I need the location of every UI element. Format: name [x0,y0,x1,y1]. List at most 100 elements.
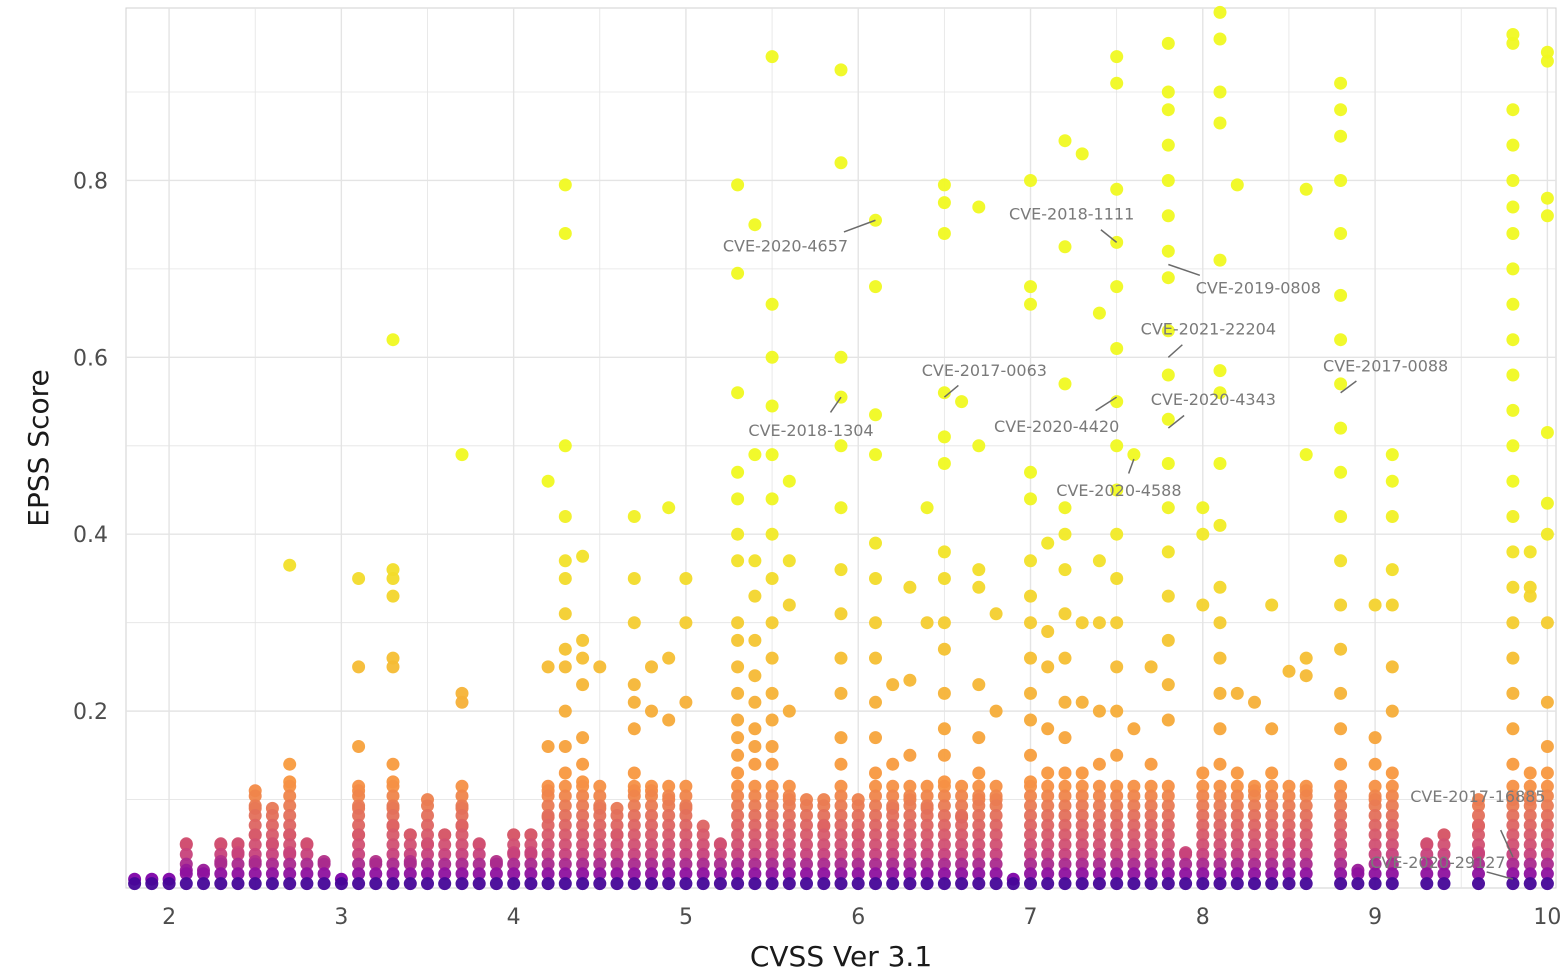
scatter-point [1075,877,1089,891]
scatter-point [1127,448,1141,462]
scatter-point [869,857,882,871]
scatter-point [438,877,452,891]
scatter-point [1024,789,1037,803]
scatter-point [748,867,762,881]
annotation-leader [1167,344,1183,358]
scatter-point [1075,799,1089,813]
scatter-point [627,789,641,803]
scatter-point [214,867,228,881]
scatter-point [1334,554,1348,568]
scatter-point [748,554,762,568]
scatter-point [834,847,848,861]
scatter-point [869,779,882,793]
x-tick-label: 4 [507,905,521,930]
scatter-point [1368,857,1382,871]
scatter-point [1334,809,1348,822]
scatter-point [731,847,745,861]
scatter-point [851,838,865,852]
scatter-point [1110,847,1124,861]
scatter-point [593,789,607,803]
scatter-point [1110,789,1124,803]
scatter-point [1523,828,1537,842]
scatter-point [1075,818,1089,832]
scatter-point [645,704,658,718]
annotation-leader [1095,396,1118,412]
scatter-point [731,386,745,400]
scatter-point [627,828,641,842]
scatter-point [1506,510,1520,523]
scatter-point [1196,838,1210,852]
scatter-point [1248,847,1261,861]
scatter-point [1196,818,1210,832]
scatter-point [1058,867,1072,881]
scatter-point [1092,799,1106,813]
scatter-point [1058,809,1072,822]
scatter-point [696,838,710,852]
scatter-point [1161,867,1175,881]
scatter-point [283,809,297,822]
scatter-point [937,877,951,891]
scatter-point [541,818,555,832]
scatter-point [1299,669,1313,683]
scatter-point [1144,847,1158,861]
scatter-point [765,527,779,541]
scatter-point [1213,116,1227,130]
scatter-point [800,809,813,822]
scatter-point [1299,838,1313,852]
scatter-point [937,178,951,192]
scatter-point [283,558,297,572]
scatter-point [920,867,934,881]
scatter-point [1385,857,1399,871]
scatter-point [972,580,986,594]
scatter-point [1058,134,1072,148]
scatter-point [1161,809,1175,822]
scatter-point [989,607,1003,621]
scatter-point [1437,867,1451,881]
scatter-point [834,439,848,453]
scatter-point [765,757,779,771]
scatter-point [748,828,762,842]
scatter-point [1213,686,1227,700]
scatter-point [645,828,658,842]
scatter-point [955,857,969,871]
scatter-point [869,818,882,832]
scatter-point [455,789,469,803]
scatter-point [1075,809,1089,822]
scatter-point [403,857,417,871]
scatter-point [1196,598,1210,612]
scatter-point [834,757,848,771]
scatter-point [1506,333,1520,347]
scatter-point [972,867,986,881]
scatter-point [834,867,848,881]
scatter-point [1299,867,1313,881]
scatter-point [334,877,348,891]
scatter-point [972,838,986,852]
scatter-point [869,731,882,745]
scatter-point [593,838,607,852]
scatter-point [1385,877,1399,891]
scatter-point [920,809,934,822]
scatter-point [1041,779,1055,793]
x-axis-ticks: 2 3 4 5 6 7 8 9 10 [162,905,1561,930]
scatter-point [886,779,900,793]
scatter-point [955,877,969,891]
scatter-point [1282,818,1296,832]
scatter-point [1127,809,1141,822]
scatter-point [1058,789,1072,803]
scatter-point [713,867,727,881]
scatter-point [662,713,676,727]
scatter-point [972,809,986,822]
scatter-point [558,740,572,753]
scatter-point [627,838,641,852]
scatter-point [197,877,210,891]
scatter-point [662,828,676,842]
scatter-point [1540,867,1554,881]
scatter-point [903,867,917,881]
scatter-point [1368,818,1382,832]
annotation-label: CVE-2020-4588 [1056,481,1181,500]
scatter-point [903,818,917,832]
scatter-point [386,847,400,861]
scatter-point [1334,333,1348,347]
scatter-point [800,818,813,832]
scatter-point [1058,877,1072,891]
